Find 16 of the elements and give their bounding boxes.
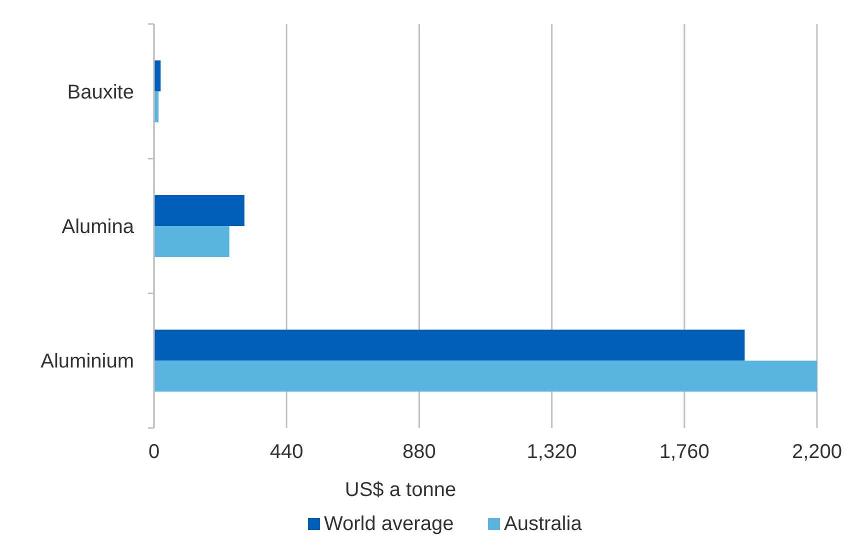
bar (154, 195, 244, 226)
y-tick-label: Aluminium (40, 350, 134, 373)
legend-label: World average (324, 513, 454, 535)
x-tick-label: 2,200 (792, 441, 842, 463)
y-tick-label: Alumina (62, 216, 135, 238)
bar (154, 330, 745, 361)
x-tick-label: 0 (148, 441, 160, 463)
x-tick-label: 880 (402, 441, 436, 463)
x-tick-label: 1,760 (659, 441, 710, 463)
x-axis-title: US$ a tonne (344, 479, 456, 501)
legend-label: Australia (504, 513, 583, 535)
x-tick-label: 440 (270, 441, 304, 463)
bar (154, 226, 230, 257)
y-tick-label: Bauxite (67, 81, 134, 104)
x-tick-label: 1,320 (526, 441, 577, 463)
bar (154, 360, 817, 392)
